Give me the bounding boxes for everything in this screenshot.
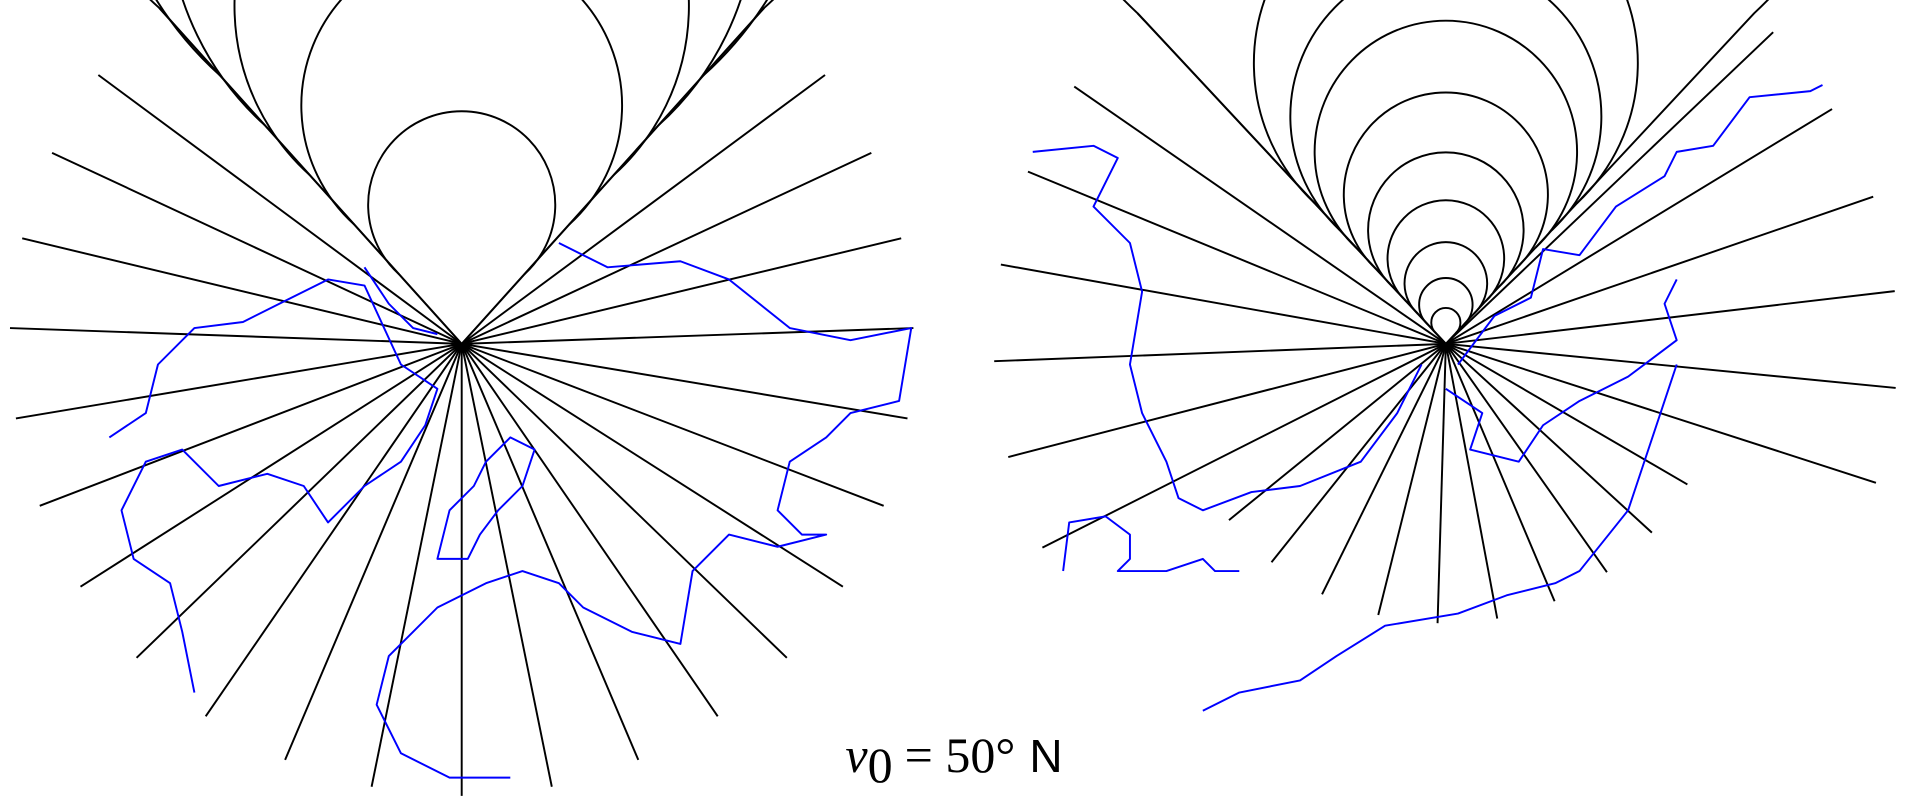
meridian [1229, 344, 1446, 520]
coastline [1033, 146, 1422, 511]
caption: v0= 50°N [845, 727, 1062, 793]
maps [10, 0, 1898, 796]
meridian [1028, 172, 1446, 344]
map-figure: v0= 50°N [0, 0, 1905, 797]
parallel [368, 111, 555, 274]
meridian [285, 344, 462, 760]
parallel [301, 0, 622, 225]
meridian [462, 238, 901, 344]
parallel [168, 0, 756, 125]
meridian [462, 328, 914, 344]
caption-symbol: v [845, 727, 868, 783]
meridian [1446, 344, 1607, 572]
coastline [377, 243, 912, 778]
caption-equation: = 50° [905, 727, 1016, 783]
meridian [1438, 344, 1446, 623]
meridian [994, 344, 1446, 361]
meridian [462, 153, 872, 344]
map-boundary [10, 0, 914, 344]
meridian [462, 344, 884, 506]
meridian [462, 75, 825, 344]
meridian [462, 344, 639, 760]
parallel [1254, 0, 1638, 203]
caption-hemisphere: N [1029, 730, 1062, 782]
meridian [1446, 344, 1555, 601]
meridian [81, 344, 462, 587]
meridian [462, 344, 843, 587]
parallel [1368, 152, 1524, 287]
parallel [1419, 278, 1472, 324]
meridian [22, 238, 461, 344]
coastline [437, 437, 534, 559]
meridian [1446, 197, 1873, 344]
caption-subscript: 0 [868, 737, 893, 793]
meridian [1446, 109, 1832, 344]
meridian [1001, 265, 1446, 344]
meridian [10, 328, 462, 344]
meridian [1074, 87, 1446, 344]
map-boundary [994, 0, 1898, 344]
meridian [40, 344, 462, 506]
meridian [1446, 32, 1773, 344]
parallel [1290, 0, 1601, 230]
meridian [1446, 291, 1895, 344]
meridian [1008, 344, 1446, 457]
meridian [1272, 344, 1446, 562]
parallel [1315, 21, 1577, 248]
parallel [1431, 308, 1460, 333]
